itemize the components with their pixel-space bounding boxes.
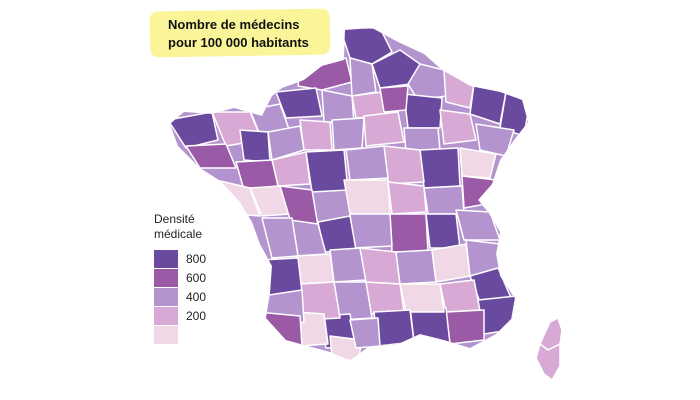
department-region — [185, 143, 237, 169]
department-region — [305, 149, 349, 193]
department-region — [459, 147, 497, 179]
department-region — [349, 57, 377, 97]
department-region — [395, 249, 437, 285]
department-region — [425, 213, 461, 249]
legend-swatch — [154, 288, 178, 306]
legend-label: 400 — [186, 290, 207, 304]
legend-item — [154, 326, 206, 344]
legend-label: 600 — [186, 271, 207, 285]
department-region — [239, 129, 271, 163]
department-region — [349, 213, 393, 249]
department-region — [455, 209, 501, 241]
legend-swatch — [154, 269, 178, 287]
legend-swatch — [154, 307, 178, 325]
department-region — [331, 117, 365, 151]
legend-swatch — [154, 250, 178, 268]
legend-item: 200 — [154, 307, 206, 325]
department-region — [419, 147, 461, 189]
department-region — [295, 253, 335, 285]
department-region — [389, 213, 429, 253]
legend-label: 800 — [186, 252, 207, 266]
department-region — [379, 85, 409, 113]
department-region — [359, 247, 401, 285]
department-region — [431, 243, 471, 283]
department-region — [345, 145, 389, 181]
legend-title-line-2: médicale — [154, 227, 203, 241]
legend: Densité médicale 800 600 400 200 — [154, 212, 206, 345]
department-region — [170, 111, 219, 149]
legend-item: 800 — [154, 250, 206, 268]
france-department-map — [170, 28, 563, 382]
corsica-south — [535, 342, 561, 382]
legend-label: 200 — [186, 309, 207, 323]
title-line-2: pour 100 000 habitants — [168, 35, 309, 50]
department-region — [445, 309, 485, 345]
title-line-1: Nombre de médecins — [168, 17, 300, 32]
department-region — [461, 175, 497, 209]
legend-item: 600 — [154, 269, 206, 287]
department-region — [443, 69, 475, 109]
department-region — [343, 179, 391, 215]
department-region — [439, 279, 481, 313]
legend-item: 400 — [154, 288, 206, 306]
department-region — [439, 109, 477, 145]
department-region — [339, 28, 393, 65]
department-region — [399, 283, 445, 313]
legend-swatch — [154, 326, 178, 344]
legend-title: Densité médicale — [154, 212, 206, 242]
department-region — [387, 181, 427, 215]
department-region — [299, 119, 333, 151]
department-region — [349, 317, 381, 349]
legend-items: 800 600 400 200 — [154, 250, 206, 344]
map-title: Nombre de médecins pour 100 000 habitant… — [168, 16, 328, 52]
legend-title-line-1: Densité — [154, 212, 195, 226]
department-region — [363, 111, 405, 147]
department-region — [383, 145, 425, 185]
department-region — [403, 93, 443, 129]
department-region — [257, 311, 303, 347]
